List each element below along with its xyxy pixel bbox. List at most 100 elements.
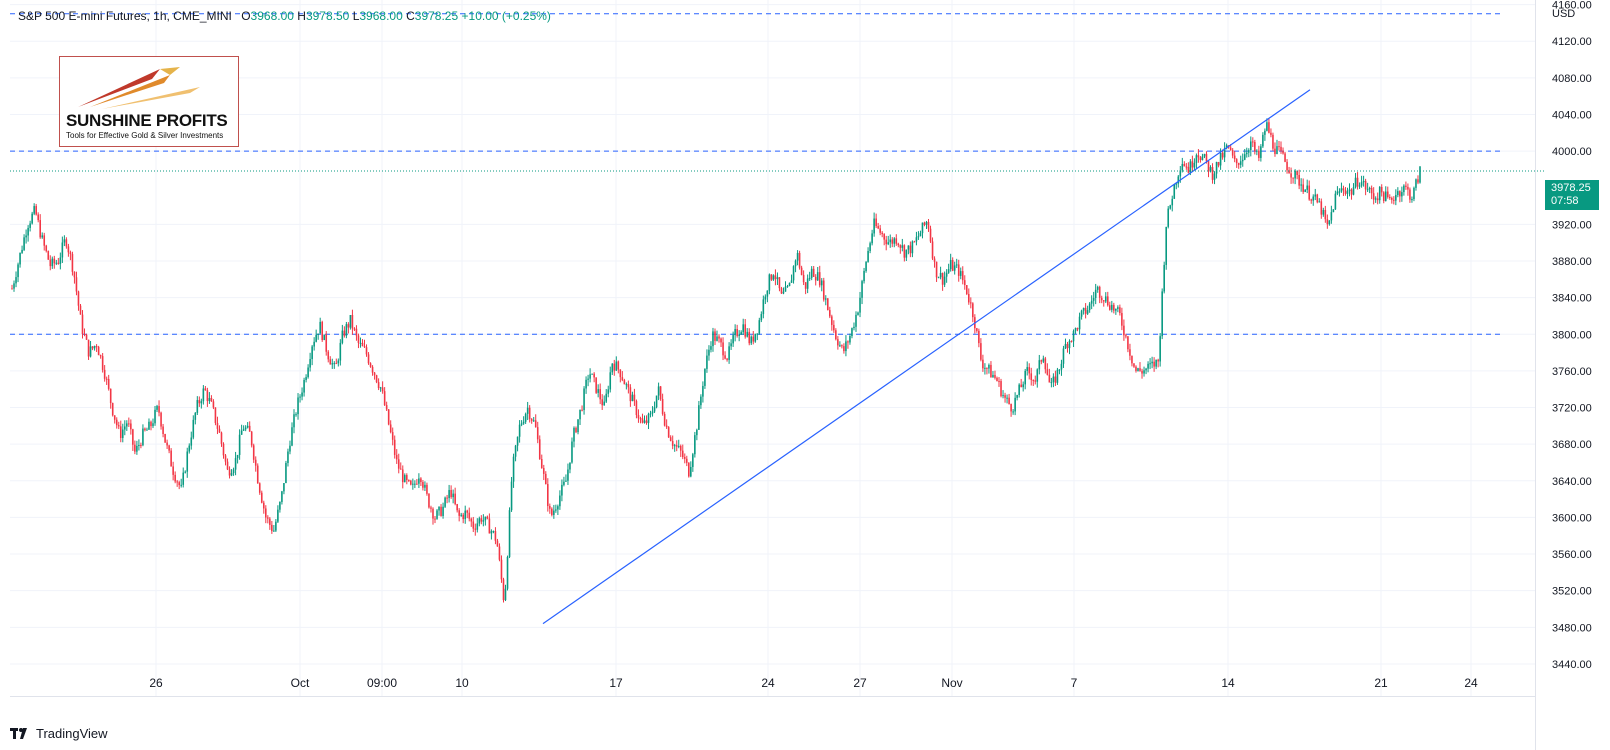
time-axis[interactable]: 26 Oct 09:00 10 17 24 27 Nov 7 14 21 24: [149, 676, 1478, 690]
candle-body: [867, 250, 869, 262]
candle-body: [988, 364, 990, 369]
candle-body: [992, 374, 994, 378]
candle-body: [397, 459, 400, 469]
footer-brand: TradingView: [36, 726, 108, 741]
x-tick-label: 10: [455, 676, 469, 690]
candle-body: [297, 397, 299, 415]
candle-body: [595, 377, 597, 393]
candle-body: [1401, 192, 1403, 197]
candle-body: [1036, 369, 1039, 382]
candle-body: [444, 497, 446, 507]
candle-body: [1364, 180, 1367, 190]
candle-body: [1106, 296, 1109, 306]
candle-body: [1072, 330, 1075, 342]
candle-body: [641, 418, 644, 423]
candle-body: [504, 588, 507, 601]
candle-body: [1175, 183, 1178, 185]
candle-body: [89, 346, 92, 357]
candle-body: [1318, 201, 1321, 203]
candle-body: [913, 241, 916, 243]
candle-body: [148, 421, 150, 430]
candle-body: [35, 206, 37, 215]
candle-body: [1384, 191, 1387, 202]
candle-body: [1181, 163, 1184, 171]
candle-body: [1068, 340, 1071, 349]
candle-body: [1298, 174, 1300, 186]
candle-body: [25, 235, 27, 238]
candle-body: [359, 342, 362, 344]
candle-body: [226, 461, 229, 470]
candle-body: [816, 272, 819, 281]
candle-body: [871, 233, 873, 244]
candle-body: [1034, 380, 1037, 382]
candle-body: [802, 274, 805, 283]
candle-body: [692, 454, 694, 467]
candle-body: [994, 374, 996, 378]
candle-body: [542, 468, 545, 474]
candle-body: [1395, 195, 1397, 201]
candle-body: [418, 478, 420, 484]
y-tick-label: 4120.00: [1552, 36, 1592, 48]
candle-body: [39, 220, 42, 238]
tradingview-footer[interactable]: TradingView: [10, 726, 108, 741]
candle-body: [522, 421, 525, 424]
candle-body: [202, 388, 205, 402]
candle-body: [1163, 264, 1165, 292]
y-tick-label: 3760.00: [1552, 366, 1592, 378]
candle-body: [351, 314, 354, 329]
candle-body: [1374, 198, 1377, 200]
candle-body: [1397, 191, 1399, 196]
candle-body: [617, 361, 620, 370]
candle-body: [647, 413, 650, 424]
candle-body: [293, 414, 295, 428]
candle-body: [146, 429, 148, 431]
candle-body: [1352, 187, 1355, 195]
candle-body: [170, 450, 172, 467]
candle-body: [669, 437, 672, 441]
candle-body: [45, 245, 48, 252]
candle-body: [601, 399, 603, 406]
candle-body: [655, 395, 658, 408]
candle-body: [152, 423, 154, 427]
open-label: O: [241, 9, 251, 23]
candle-body: [551, 508, 553, 515]
candle-body: [961, 271, 964, 281]
candle-body: [1137, 368, 1139, 371]
candle-body: [1388, 197, 1391, 199]
candle-body: [295, 414, 297, 416]
candle-body: [965, 285, 968, 295]
currency-label[interactable]: USD: [1552, 8, 1576, 20]
candle-body: [436, 510, 438, 519]
candle-body: [772, 275, 775, 280]
symbol-name[interactable]: S&P 500 E-mini Futures, 1h, CME_MINI: [18, 9, 232, 23]
candle-body: [1380, 186, 1383, 193]
candle-body: [408, 479, 410, 481]
candle-body: [810, 268, 813, 278]
price-axis[interactable]: 3440.00 3480.00 3520.00 3560.00 3600.00 3640.…: [1552, 0, 1592, 671]
candle-body: [591, 373, 593, 375]
candle-body: [516, 436, 519, 446]
candle-body: [869, 243, 871, 251]
candle-body: [657, 386, 660, 396]
candle-body: [236, 454, 239, 459]
x-tick-label: 14: [1221, 676, 1235, 690]
candle-body: [1060, 363, 1063, 370]
x-tick-label: 24: [1464, 676, 1478, 690]
candle-body: [33, 206, 35, 214]
candle-body: [69, 252, 72, 255]
candle-body: [347, 324, 350, 328]
candle-body: [166, 442, 168, 446]
candle-body: [524, 413, 527, 422]
trendline[interactable]: [542, 89, 1311, 625]
candle-body: [222, 443, 225, 456]
candle-body: [1403, 185, 1405, 193]
candle-body: [1399, 191, 1401, 197]
candle-body: [1252, 141, 1254, 143]
candle-body: [273, 530, 275, 532]
candle-body: [839, 345, 841, 347]
candle-body: [1280, 146, 1282, 151]
candle-body: [877, 226, 879, 229]
candle-body: [182, 472, 185, 485]
candle-body: [1000, 381, 1002, 397]
